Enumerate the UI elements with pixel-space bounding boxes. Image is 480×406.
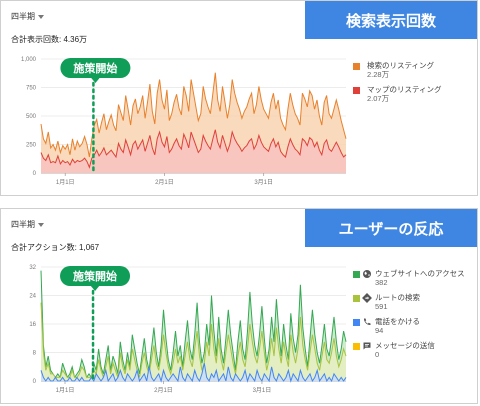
impressions-panel: 四半期 合計表示回数: 4.36万 検索表示回数 0 250 500 750 1,000… bbox=[0, 0, 478, 196]
start-callout bbox=[60, 58, 131, 78]
y-tick-label: 0 bbox=[33, 171, 37, 177]
x-tick-label: 3月1日 bbox=[253, 387, 272, 394]
impressions-chart: 0 250 500 750 1,000 1月1日 2月1日 3月1日 施策開始 bbox=[21, 57, 347, 186]
period-selector[interactable]: 四半期 bbox=[11, 11, 44, 22]
actions-banner: ユーザーの反応 bbox=[305, 209, 477, 247]
callout-label: 施策開始 bbox=[73, 61, 117, 75]
directions-icon bbox=[362, 293, 372, 303]
x-tick-label: 1月1日 bbox=[56, 387, 75, 394]
legend-value: 2.28万 bbox=[367, 70, 390, 79]
legend-item-maps[interactable]: マップのリスティング 2.07万 bbox=[353, 85, 477, 103]
phone-icon bbox=[363, 318, 371, 326]
total-actions: 合計アクション数: 1,067 bbox=[11, 243, 100, 252]
actions-chart: 0 8 16 24 32 1月1日 2月1日 3月1日 施策開始 bbox=[29, 265, 347, 394]
legend-swatch bbox=[353, 63, 360, 70]
chevron-down-icon bbox=[38, 222, 44, 227]
callout-pointer bbox=[90, 285, 101, 291]
series-area bbox=[41, 129, 346, 173]
y-tick-label: 24 bbox=[29, 294, 36, 300]
legend-swatch bbox=[353, 295, 360, 302]
y-tick-label: 16 bbox=[29, 322, 36, 328]
legend-item-message[interactable]: メッセージの送信 0 bbox=[353, 341, 477, 359]
x-tick-label: 1月1日 bbox=[56, 179, 75, 186]
chevron-down-icon bbox=[38, 14, 44, 19]
globe-icon bbox=[363, 270, 371, 278]
callout-pointer bbox=[90, 77, 101, 83]
legend-swatch bbox=[353, 343, 360, 350]
impressions-legend: 検索のリスティング 2.28万 マップのリスティング 2.07万 bbox=[353, 61, 477, 109]
x-tick-label: 2月1日 bbox=[154, 387, 173, 394]
period-label: 四半期 bbox=[11, 12, 35, 21]
series-area bbox=[41, 302, 346, 381]
legend-item-route[interactable]: ルートの検索 591 bbox=[353, 293, 477, 311]
y-tick-label: 500 bbox=[26, 114, 37, 120]
legend-name: ルートの検索 bbox=[375, 293, 420, 302]
legend-name: メッセージの送信 bbox=[375, 341, 435, 350]
legend-name: 電話をかける bbox=[375, 317, 420, 326]
y-tick-label: 0 bbox=[33, 379, 37, 385]
y-tick-label: 750 bbox=[26, 86, 37, 92]
y-tick-label: 250 bbox=[26, 143, 37, 149]
y-tick-label: 1,000 bbox=[21, 57, 37, 63]
x-tick-label: 2月1日 bbox=[155, 179, 174, 186]
legend-name: ウェブサイトへのアクセス bbox=[375, 269, 465, 278]
callout-label: 施策開始 bbox=[73, 269, 117, 283]
legend-swatch bbox=[353, 319, 360, 326]
series-line bbox=[40, 72, 347, 158]
chat-bubble-icon bbox=[363, 342, 371, 350]
legend-value: 0 bbox=[375, 350, 380, 359]
y-tick-label: 8 bbox=[33, 351, 37, 357]
legend-value: 591 bbox=[375, 302, 388, 311]
period-label: 四半期 bbox=[11, 220, 35, 229]
legend-name: マップのリスティング bbox=[367, 85, 442, 94]
impressions-banner: 検索表示回数 bbox=[305, 1, 477, 39]
legend-item-website[interactable]: ウェブサイトへのアクセス 382 bbox=[353, 269, 477, 287]
x-tick-label: 3月1日 bbox=[254, 179, 273, 186]
legend-swatch bbox=[353, 271, 360, 278]
legend-swatch bbox=[353, 87, 360, 94]
legend-item-call[interactable]: 電話をかける 94 bbox=[353, 317, 477, 335]
legend-name: 検索のリスティング bbox=[367, 61, 435, 70]
period-selector[interactable]: 四半期 bbox=[11, 219, 44, 230]
legend-value: 382 bbox=[375, 278, 388, 287]
start-callout bbox=[60, 266, 131, 286]
legend-value: 94 bbox=[375, 326, 384, 335]
y-tick-label: 32 bbox=[29, 265, 36, 271]
legend-value: 2.07万 bbox=[367, 94, 390, 103]
total-impressions: 合計表示回数: 4.36万 bbox=[11, 35, 88, 44]
legend-item-search[interactable]: 検索のリスティング 2.28万 bbox=[353, 61, 477, 79]
actions-panel: 四半期 合計アクション数: 1,067 ユーザーの反応 0 8 16 24 32 1月1日… bbox=[0, 208, 478, 404]
series-line bbox=[40, 129, 347, 169]
actions-legend: ウェブサイトへのアクセス 382 ルートの検索 591 電話をかける 94 メッ… bbox=[353, 269, 477, 365]
